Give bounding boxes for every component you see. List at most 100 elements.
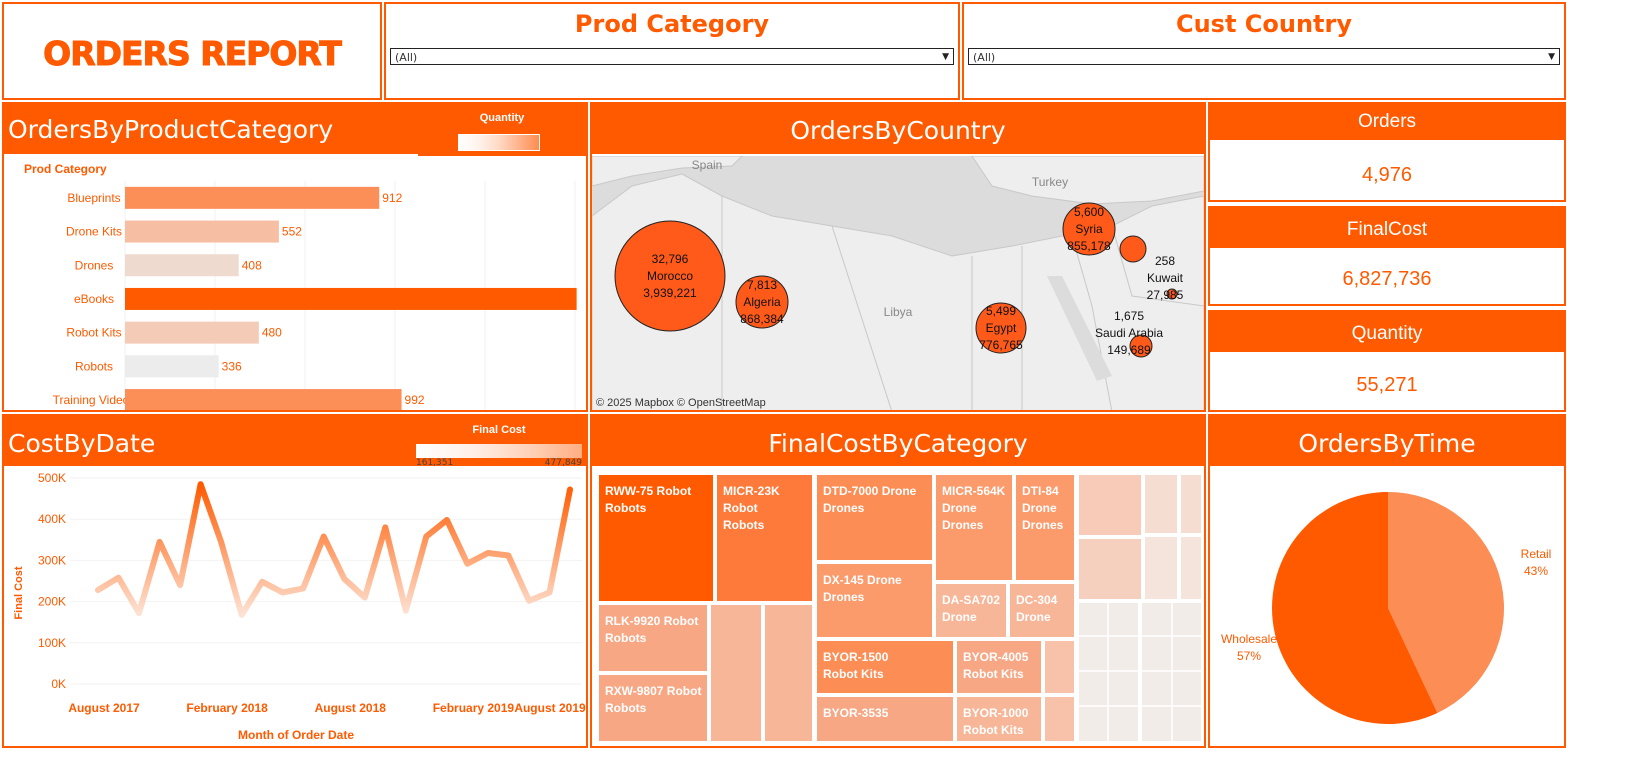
pie-slice-percent: 57% [1237,649,1261,663]
pie-slice-name: Wholesale [1221,632,1277,646]
treemap-cell[interactable] [934,473,1014,582]
chevron-down-icon: ▼ [1548,52,1555,62]
finalcost-by-category-title: FinalCostByCategory [768,429,1028,458]
category-treemap: RWW-75 Robot Robots MICR-23K Robot Robots RLK… [597,473,1203,743]
treemap-cell[interactable] [1008,582,1076,639]
treemap-label: DA-SA702 [942,593,1000,607]
quantity-legend: Quantity [418,110,586,156]
bar[interactable] [125,355,219,378]
pie-slice[interactable] [1272,492,1438,724]
treemap-label: Robots [605,701,647,715]
bar[interactable] [125,321,259,344]
treemap-label: Drone [942,501,977,515]
bubble-quantity-label: 1,675 [1114,309,1144,323]
report-title: ORDERS REPORT [43,34,343,74]
bar[interactable] [125,220,279,243]
bubble-country-label: Egypt [986,321,1017,335]
bar[interactable] [125,389,402,411]
country-bubble[interactable] [1119,235,1147,263]
treemap-cell[interactable] [815,562,934,639]
treemap-cell[interactable] [955,639,1043,695]
quantity-legend-title: Quantity [479,112,525,124]
country-filter-value: (All) [973,51,996,64]
treemap-cell[interactable] [709,603,763,743]
treemap-cell[interactable] [1077,473,1143,537]
cost-by-date-panel: CostByDate Final Cost 161,351 477,849 0K… [2,414,588,748]
treemap-label: MICR-23K [723,484,780,498]
category-filter-title: Prod Category [574,10,770,38]
cost-line-chart: 0K 100K 200K 300K 400K 500K August 2017 Februar… [13,471,586,742]
country-bubble[interactable] [1166,288,1178,300]
country-bubble[interactable] [975,302,1027,354]
category-filter-panel: Prod Category (All) ▼ [384,2,960,100]
orders-by-country-panel: OrdersByCountry Spain Turkey Libya 32,796 M… [590,102,1206,412]
bubble-quantity-label: 5,499 [986,304,1016,318]
treemap-cell[interactable] [815,473,934,562]
treemap-cell[interactable] [815,695,955,743]
treemap-cell[interactable] [1043,695,1076,743]
map-place-label: Libya [884,305,913,319]
treemap-label: BYOR-4005 [963,650,1029,664]
treemap-label: Drones [823,590,865,604]
treemap-cell[interactable] [1043,639,1076,695]
treemap-label: Robot Kits [823,667,884,681]
treemap-cell[interactable] [1077,537,1143,601]
treemap-label: Drone [942,610,977,624]
orders-by-country-title: OrdersByCountry [790,116,1006,145]
map-attribution: © 2025 Mapbox © OpenStreetMap [596,397,766,409]
country-bubble[interactable] [1129,334,1153,358]
finalcost-by-category-panel: FinalCostByCategory RWW-75 Robot Robots MI… [590,414,1206,748]
pie-slice[interactable] [1388,492,1504,713]
line-y-tick: 500K [38,471,66,485]
title-panel: ORDERS REPORT [2,2,382,100]
country-filter-panel: Cust Country (All) ▼ [962,2,1566,100]
treemap-cell[interactable] [934,582,1008,639]
treemap-cell[interactable] [715,473,814,603]
treemap-cell[interactable] [597,473,715,603]
time-pie-chart: Retail 43% Wholesale 57% [1221,492,1551,724]
bar-value-label: 336 [222,359,242,373]
treemap-cell[interactable] [1179,473,1203,535]
orders-by-time-panel: OrdersByTime Retail 43% Wholesale 57% [1208,414,1566,748]
quantity-kpi-label: Quantity [1210,312,1564,352]
treemap-label: BYOR-1000 [963,706,1029,720]
quantity-legend-ramp [458,134,540,151]
bar[interactable] [125,186,380,209]
country-map: Spain Turkey Libya 32,796 Morocco 3,939,221 7… [592,156,1204,410]
treemap-cell[interactable] [1014,473,1076,582]
cost-series-line[interactable] [95,481,573,618]
orders-by-category-panel: OrdersByProductCategory Quantity Prod Ca… [2,102,588,412]
treemap-cell[interactable] [1143,535,1179,601]
line-y-tick: 100K [38,636,66,650]
line-x-tick: August 2018 [315,701,387,715]
category-filter-dropdown[interactable]: (All) ▼ [390,48,954,65]
treemap-label: RWW-75 Robot [605,484,691,498]
treemap-label: Robots [723,518,765,532]
country-filter-dropdown[interactable]: (All) ▼ [968,48,1560,65]
country-bubble[interactable] [735,275,789,329]
category-filter-value: (All) [395,51,418,64]
bar-category-label: Blueprints [67,191,120,205]
bar[interactable] [125,287,577,310]
treemap-label: MICR-564K [942,484,1006,498]
bar-value-label: 408 [242,258,262,272]
treemap-label: DC-304 [1016,593,1058,607]
bubble-quantity-label: 32,796 [652,252,689,266]
country-bubble[interactable] [1062,202,1116,256]
treemap-cell[interactable] [815,639,955,695]
treemap-cell[interactable] [1179,535,1203,601]
treemap-cell[interactable] [597,603,709,673]
treemap-cell[interactable] [763,603,814,743]
final-cost-legend-max: 477,849 [544,458,582,468]
treemap-cell[interactable] [1143,473,1179,535]
treemap-label: Robots [605,631,647,645]
treemap-cell[interactable] [597,673,709,743]
treemap-cell[interactable] [955,695,1043,743]
bar-value-label: 552 [282,225,302,239]
bar-category-label: Drones [75,258,114,272]
final-cost-legend-title: Final Cost [472,424,526,436]
bar[interactable] [125,254,239,277]
map-land-europe [592,156,743,187]
country-bubble[interactable] [614,220,726,332]
chevron-down-icon: ▼ [942,52,949,62]
